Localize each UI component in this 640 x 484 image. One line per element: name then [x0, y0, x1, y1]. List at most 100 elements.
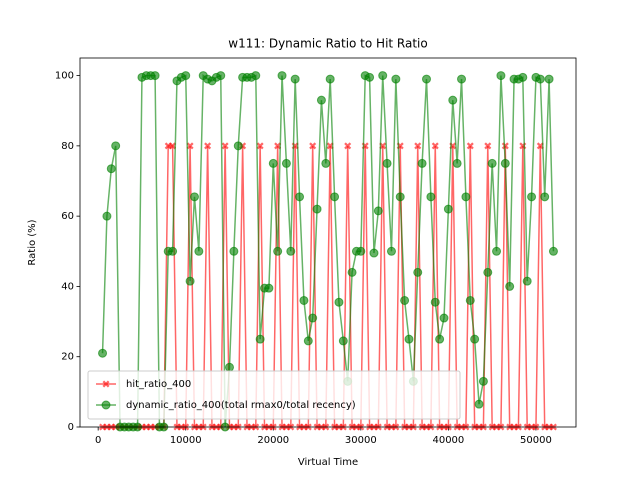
- x-tick-label: 20000: [257, 435, 289, 446]
- marker: [518, 72, 528, 82]
- marker: [321, 158, 331, 168]
- marker: [457, 74, 467, 84]
- marker: [204, 142, 212, 150]
- x-axis-label: Virtual Time: [298, 457, 358, 468]
- marker: [465, 295, 475, 305]
- marker: [439, 313, 449, 323]
- marker: [186, 142, 194, 150]
- marker: [461, 192, 471, 202]
- marker: [286, 246, 296, 256]
- marker: [500, 158, 510, 168]
- marker: [417, 158, 427, 168]
- marker: [373, 206, 383, 216]
- marker: [347, 267, 357, 277]
- marker: [221, 142, 229, 150]
- marker: [466, 142, 474, 150]
- marker: [338, 336, 348, 346]
- marker: [404, 334, 414, 344]
- marker: [540, 192, 550, 202]
- marker: [470, 334, 480, 344]
- marker: [229, 246, 239, 256]
- marker: [365, 72, 375, 82]
- marker: [505, 281, 515, 291]
- marker: [527, 192, 537, 202]
- y-tick-label: 60: [61, 211, 74, 222]
- marker: [312, 204, 322, 214]
- marker: [426, 192, 436, 202]
- marker: [185, 276, 195, 286]
- marker: [435, 334, 445, 344]
- marker: [430, 297, 440, 307]
- marker: [483, 267, 493, 277]
- marker: [395, 192, 405, 202]
- y-tick-label: 80: [61, 141, 74, 152]
- legend-box: [87, 370, 461, 420]
- marker: [255, 334, 265, 344]
- marker: [535, 74, 545, 84]
- marker: [299, 295, 309, 305]
- marker: [413, 267, 423, 277]
- marker: [400, 295, 410, 305]
- marker: [391, 74, 401, 84]
- marker: [474, 399, 484, 409]
- marker: [501, 142, 509, 150]
- marker: [443, 204, 453, 214]
- marker: [268, 158, 278, 168]
- marker: [548, 246, 558, 256]
- marker: [281, 158, 291, 168]
- marker: [277, 71, 287, 81]
- y-tick-label: 20: [61, 352, 74, 363]
- x-tick-label: 40000: [432, 435, 464, 446]
- marker: [106, 164, 116, 174]
- marker: [216, 71, 226, 81]
- marker: [478, 376, 488, 386]
- marker: [544, 74, 554, 84]
- marker: [344, 142, 352, 150]
- marker: [316, 95, 326, 105]
- marker: [251, 71, 261, 81]
- marker: [308, 313, 318, 323]
- y-tick-label: 100: [55, 71, 74, 82]
- marker: [369, 248, 379, 258]
- marker: [111, 141, 121, 151]
- legend: hit_ratio_400 dynamic_ratio_400(total rma…: [87, 370, 461, 420]
- marker: [168, 246, 178, 256]
- marker: [194, 246, 204, 256]
- marker: [256, 142, 264, 150]
- marker: [309, 142, 317, 150]
- marker: [448, 95, 458, 105]
- marker: [487, 158, 497, 168]
- legend-label: dynamic_ratio_400(total rmax0/total rece…: [126, 400, 356, 411]
- marker: [378, 71, 388, 81]
- marker: [150, 71, 160, 81]
- x-tick-label: 30000: [345, 435, 377, 446]
- marker: [421, 74, 431, 84]
- chart-title: w111: Dynamic Ratio to Hit Ratio: [228, 37, 427, 51]
- marker: [181, 71, 191, 81]
- legend-marker: [102, 380, 110, 388]
- series: [98, 71, 558, 432]
- y-axis-label: Ratio (%): [27, 219, 38, 265]
- x-tick-label: 50000: [520, 435, 552, 446]
- marker: [356, 246, 366, 256]
- marker: [274, 142, 282, 150]
- marker: [522, 276, 532, 286]
- marker: [492, 246, 502, 256]
- legend-label: hit_ratio_400: [126, 379, 191, 390]
- marker: [325, 74, 335, 84]
- marker: [290, 74, 300, 84]
- marker: [414, 142, 422, 150]
- marker: [496, 71, 506, 81]
- y-tick-label: 40: [61, 281, 74, 292]
- x-tick-label: 10000: [170, 435, 202, 446]
- y-tick-label: 0: [68, 422, 74, 433]
- marker: [382, 158, 392, 168]
- marker: [264, 283, 274, 293]
- x-tick-label: 0: [95, 435, 101, 446]
- marker: [225, 362, 235, 372]
- marker: [452, 158, 462, 168]
- marker: [484, 142, 492, 150]
- marker: [431, 142, 439, 150]
- plot-frame: [79, 57, 577, 428]
